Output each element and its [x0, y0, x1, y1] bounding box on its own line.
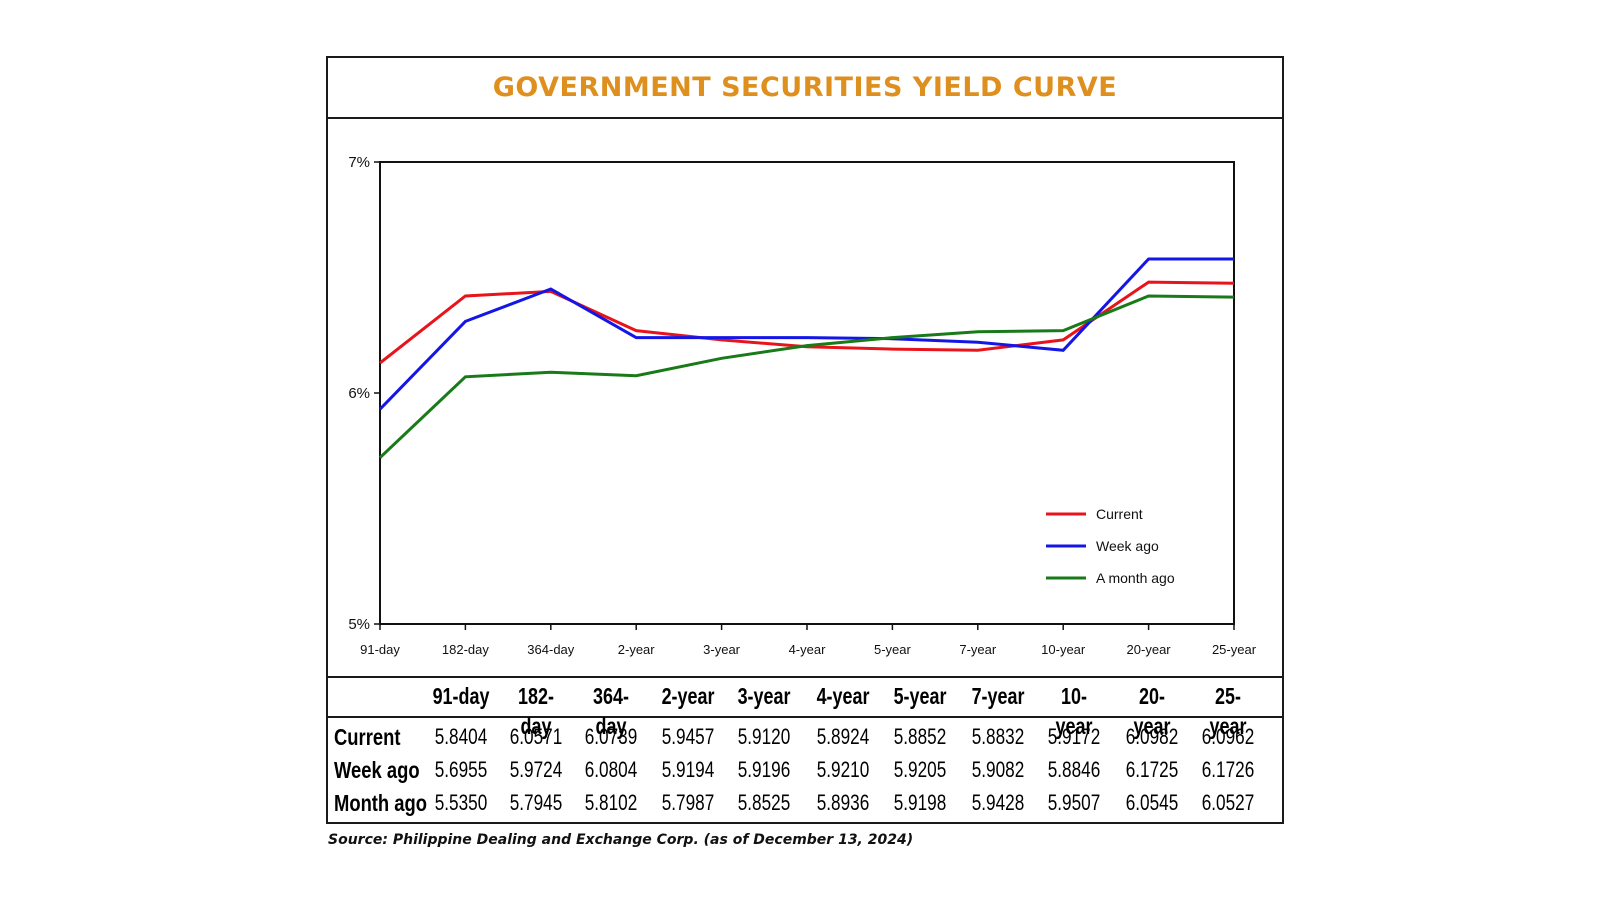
yield-table: 91-day 182-day 364-day 2-year 3-year 4-year 5-… — [328, 676, 1282, 824]
x-tick-label: 5-year — [874, 642, 912, 657]
table-cell: 6.0739 — [584, 724, 638, 749]
table-cell: 5.9724 — [509, 757, 563, 782]
chart-frame: GOVERNMENT SECURITIES YIELD CURVE 5% 6% 7%… — [326, 56, 1284, 824]
table-cell: 6.1725 — [1125, 757, 1179, 782]
table-column-header: 7-year — [971, 683, 1025, 709]
chart-title: GOVERNMENT SECURITIES YIELD CURVE — [492, 72, 1118, 103]
table-column-header: 2-year — [661, 683, 715, 709]
x-tick-label: 10-year — [1041, 642, 1086, 657]
legend-label: Current — [1096, 506, 1143, 522]
table-cell: 5.8525 — [737, 790, 791, 815]
table-cell: 5.8832 — [971, 724, 1025, 749]
x-tick-label: 2-year — [618, 642, 656, 657]
table-cell: 5.9172 — [1047, 724, 1101, 749]
table-cell: 5.7945 — [509, 790, 563, 815]
table-column-header: 4-year — [816, 683, 870, 709]
x-tick-label: 25-year — [1212, 642, 1257, 657]
table-column-header: 3-year — [737, 683, 791, 709]
table-cell: 5.9507 — [1047, 790, 1101, 815]
table-column-header: 25-year — [1209, 683, 1247, 739]
table-cell: 5.9082 — [971, 757, 1025, 782]
x-tick-label: 7-year — [959, 642, 997, 657]
table-cell: 5.9205 — [893, 757, 947, 782]
table-cell: 6.0545 — [1125, 790, 1179, 815]
y-tick-label: 6% — [348, 385, 370, 402]
table-cell: 5.8102 — [584, 790, 638, 815]
table-row-label: Week ago — [334, 757, 420, 783]
table-cell: 6.0527 — [1201, 790, 1255, 815]
x-tick-label: 4-year — [789, 642, 827, 657]
table-cell: 5.6955 — [434, 757, 488, 782]
table-column-header: 182-day — [518, 683, 554, 739]
table-cell: 5.7987 — [661, 790, 715, 815]
series-line-current — [379, 280, 1235, 365]
table-cell: 5.9457 — [661, 724, 715, 749]
table-cell: 5.9194 — [661, 757, 715, 782]
table-cell: 5.9198 — [893, 790, 947, 815]
table-row: Month ago 5.5350 5.7945 5.8102 5.7987 5.8525 5… — [328, 788, 1282, 818]
x-tick-label: 182-day — [442, 642, 489, 657]
table-cell: 6.0962 — [1201, 724, 1255, 749]
table-cell: 5.9210 — [816, 757, 870, 782]
table-header-row: 91-day 182-day 364-day 2-year 3-year 4-year 5-… — [328, 681, 1282, 739]
x-tick-label: 3-year — [703, 642, 741, 657]
table-cell: 5.8404 — [434, 724, 488, 749]
table-column-header: 364-day — [593, 683, 629, 739]
table-cell: 5.8924 — [816, 724, 870, 749]
table-cell: 5.8936 — [816, 790, 870, 815]
table-cell: 6.0804 — [584, 757, 638, 782]
legend-label: Week ago — [1096, 538, 1159, 554]
table-row: Current 5.8404 6.0571 6.0739 5.9457 5.9120 5.8… — [328, 722, 1282, 752]
table-row-label: Current — [334, 724, 401, 750]
series-line-week-ago — [378, 257, 1234, 411]
table-column-header: 91-day — [432, 683, 490, 709]
x-tick-label: 364-day — [527, 642, 574, 657]
table-cell: 6.1726 — [1201, 757, 1255, 782]
table-cell: 5.8846 — [1047, 757, 1101, 782]
x-tick-label: 20-year — [1127, 642, 1172, 657]
x-tick-label: 91-day — [360, 642, 400, 657]
table-cell: 5.8852 — [893, 724, 947, 749]
table-row-label: Month ago — [334, 790, 427, 816]
plot-area — [379, 161, 1235, 625]
table-cell: 5.9120 — [737, 724, 791, 749]
table-column-header: 10-year — [1055, 683, 1093, 739]
table-cell: 5.9428 — [971, 790, 1025, 815]
table-column-header: 5-year — [893, 683, 947, 709]
title-bar: GOVERNMENT SECURITIES YIELD CURVE — [328, 58, 1282, 119]
y-tick-label: 5% — [348, 616, 370, 633]
y-tick-label: 7% — [348, 154, 370, 171]
table-cell: 5.5350 — [434, 790, 488, 815]
table-row: Week ago 5.6955 5.9724 6.0804 5.9194 5.9196 5.… — [328, 755, 1282, 785]
table-cell: 6.0982 — [1125, 724, 1179, 749]
yield-curve-chart: 5% 6% 7% 91-day 182-day 364-day 2-year 3-year 4-… — [348, 154, 1257, 657]
table-cell: 5.9196 — [737, 757, 791, 782]
legend-label: A month ago — [1096, 570, 1175, 586]
table-column-header: 20-year — [1133, 683, 1171, 739]
series-line-a-month-ago — [378, 294, 1235, 459]
table-cell: 6.0571 — [509, 724, 563, 749]
table-header-rule — [328, 716, 1282, 718]
source-note: Source: Philippine Dealing and Exchange … — [328, 832, 914, 848]
